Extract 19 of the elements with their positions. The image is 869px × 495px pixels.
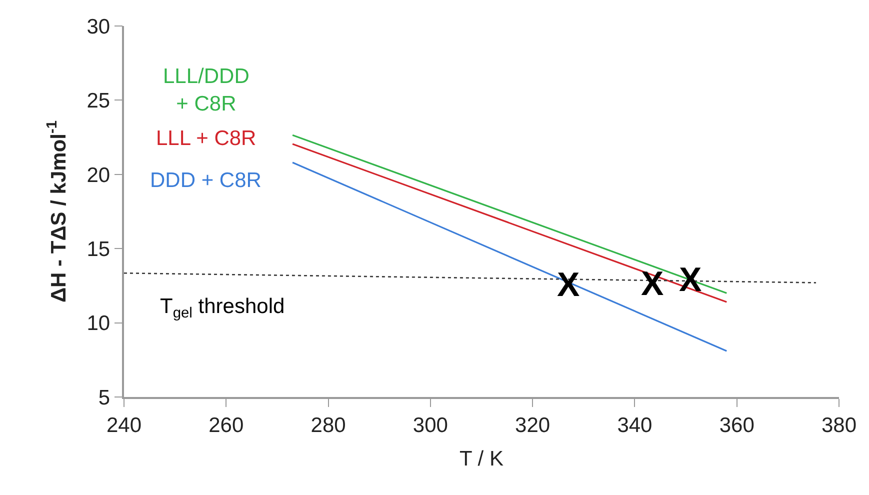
series-label: LLL + C8R — [156, 127, 256, 150]
x-tick-label: 240 — [106, 414, 142, 437]
y-tick-label: 20 — [86, 164, 110, 187]
x-tick-label: 380 — [821, 414, 857, 437]
text: LLL/DDD + C8R — [163, 65, 250, 116]
y-tick-label: 5 — [98, 386, 110, 410]
x-tick-label: 340 — [617, 414, 652, 437]
y-tick-label: 30 — [86, 15, 110, 38]
x-axis-title: T / K — [460, 448, 504, 471]
annotation: T$_{gel}$ threshold — [160, 295, 285, 322]
x-tick-label: 260 — [208, 414, 244, 437]
x-tick-label: 320 — [515, 414, 550, 437]
y-tick-label: 15 — [86, 238, 110, 261]
x-tick-label: 280 — [310, 414, 346, 437]
x-tick-label: 300 — [412, 414, 448, 437]
y-tick-label: 10 — [86, 312, 110, 336]
y-tick-label: 25 — [86, 90, 110, 113]
series-label: DDD + C8R — [150, 169, 262, 192]
x-tick-label: 360 — [719, 414, 754, 437]
